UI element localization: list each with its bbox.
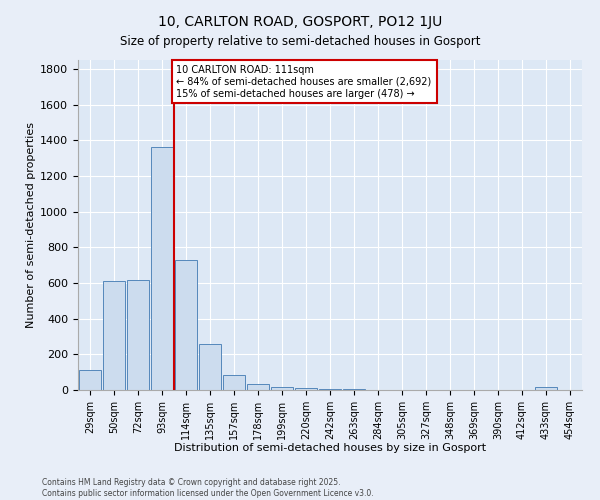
Bar bbox=[151, 148, 173, 390]
Bar bbox=[535, 388, 557, 390]
Bar bbox=[103, 281, 125, 390]
Bar bbox=[247, 384, 269, 390]
Bar bbox=[319, 389, 341, 390]
Text: 10 CARLTON ROAD: 111sqm
← 84% of semi-detached houses are smaller (2,692)
15% of: 10 CARLTON ROAD: 111sqm ← 84% of semi-de… bbox=[176, 66, 431, 98]
Text: Contains HM Land Registry data © Crown copyright and database right 2025.
Contai: Contains HM Land Registry data © Crown c… bbox=[42, 478, 374, 498]
Bar bbox=[223, 375, 245, 390]
Bar bbox=[295, 388, 317, 390]
Bar bbox=[343, 389, 365, 390]
Text: 10, CARLTON ROAD, GOSPORT, PO12 1JU: 10, CARLTON ROAD, GOSPORT, PO12 1JU bbox=[158, 15, 442, 29]
Bar bbox=[271, 388, 293, 390]
Bar bbox=[175, 260, 197, 390]
X-axis label: Distribution of semi-detached houses by size in Gosport: Distribution of semi-detached houses by … bbox=[174, 444, 486, 454]
Bar bbox=[199, 344, 221, 390]
Bar bbox=[127, 280, 149, 390]
Y-axis label: Number of semi-detached properties: Number of semi-detached properties bbox=[26, 122, 36, 328]
Text: Size of property relative to semi-detached houses in Gosport: Size of property relative to semi-detach… bbox=[120, 35, 480, 48]
Bar bbox=[79, 370, 101, 390]
